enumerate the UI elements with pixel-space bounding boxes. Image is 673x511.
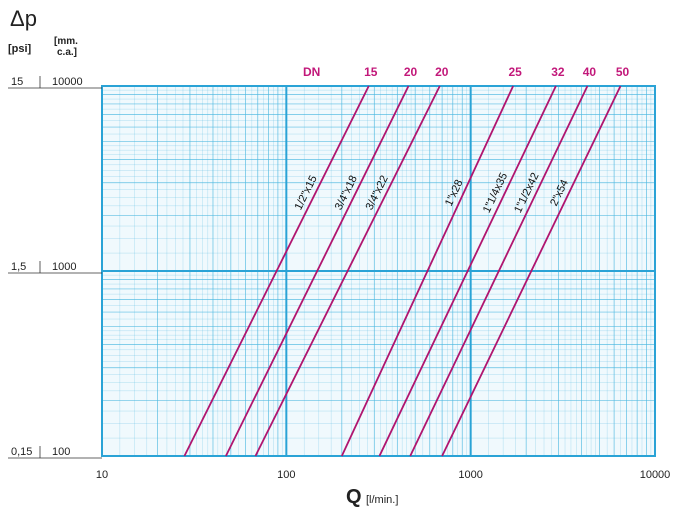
chart-series-layer	[183, 85, 622, 457]
series-line	[409, 85, 589, 457]
x-tick-label: 1000	[458, 469, 482, 481]
x-axis-symbol: Q	[346, 486, 362, 508]
chart-grid-major	[101, 85, 656, 457]
x-tick-label: 100	[277, 469, 295, 481]
dn-value-label: 15	[364, 65, 378, 79]
dn-value-label: 25	[508, 65, 522, 79]
y-tick-label-psi: 15	[11, 76, 23, 88]
x-tick-label: 10	[96, 469, 108, 481]
series-line	[441, 85, 622, 457]
dn-label: DN	[303, 65, 320, 79]
plot-frame	[101, 85, 656, 457]
x-tick-label: 10000	[640, 469, 671, 481]
dn-value-label: 40	[583, 65, 597, 79]
y-axis-unit-mm: [mm.	[54, 36, 78, 47]
y-axis-unit-psi: [psi]	[8, 43, 32, 55]
dn-value-label: 20	[435, 65, 449, 79]
y-tick-label-psi: 0,15	[11, 446, 32, 458]
y-axis-symbol: Δp	[10, 6, 37, 31]
series-line	[183, 85, 370, 457]
series-line	[254, 85, 441, 457]
dn-value-label: 20	[404, 65, 418, 79]
series-line	[341, 85, 514, 457]
y-tick-label-mm: 10000	[52, 76, 83, 88]
dn-value-label: 32	[551, 65, 565, 79]
series-line	[378, 85, 557, 457]
y-tick-label-mm: 100	[52, 446, 70, 458]
x-axis-unit: [l/min.]	[366, 494, 398, 506]
dn-value-label: 50	[616, 65, 630, 79]
series-line	[225, 85, 410, 457]
y-tick-label-psi: 1,5	[11, 261, 26, 273]
y-axis-unit-mm-ca: c.a.]	[57, 47, 77, 58]
y-tick-label-mm: 1000	[52, 261, 76, 273]
